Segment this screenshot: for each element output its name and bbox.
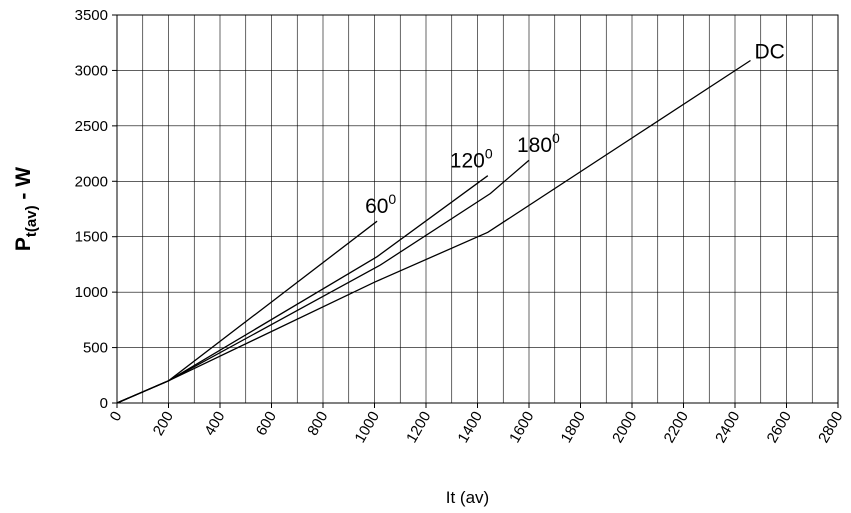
y-tick-label: 1000 — [75, 284, 108, 301]
x-tick-label: 1200 — [403, 409, 434, 446]
series-label-180: 1800 — [517, 130, 560, 157]
y-tick-label: 1500 — [75, 229, 108, 246]
series-line-120 — [116, 175, 489, 404]
series-line-60 — [116, 220, 378, 404]
x-tick-label: 1800 — [558, 409, 589, 446]
x-tick-label: 2200 — [661, 409, 692, 446]
x-tick-label: 1000 — [352, 409, 383, 446]
x-tick-label: 1400 — [455, 409, 486, 446]
x-tick-label: 1600 — [506, 409, 537, 446]
series-label-60: 600 — [365, 191, 396, 218]
y-axis-title-subscript: t(av) — [23, 205, 40, 237]
series-label-120: 1200 — [450, 146, 493, 173]
grid — [116, 14, 839, 404]
series-lines — [116, 59, 751, 404]
series-labels: 600 1200 1800 DC — [365, 40, 785, 218]
x-tick-label: 2800 — [815, 409, 846, 446]
series-label-dc: DC — [754, 40, 784, 63]
y-tick-label: 3000 — [75, 62, 108, 79]
x-tick-label: 600 — [253, 409, 280, 439]
y-axis-title: Pt(av) - W — [12, 167, 40, 251]
y-axis-title-base: P — [12, 237, 35, 251]
x-tick-label: 400 — [201, 409, 228, 439]
x-tick-label: 200 — [150, 409, 177, 439]
x-tick-label: 2400 — [712, 409, 743, 446]
x-tick-label: 800 — [304, 409, 331, 439]
y-axis-title-suffix: - W — [12, 167, 35, 206]
y-tick-label: 2000 — [75, 173, 108, 190]
x-axis-title: It (av) — [446, 488, 489, 507]
x-tick-label: 2600 — [764, 409, 795, 446]
x-tick-label: 2000 — [609, 409, 640, 446]
y-tick-label: 500 — [83, 340, 108, 357]
x-tick-label: 0 — [107, 409, 126, 425]
y-tick-label: 2500 — [75, 118, 108, 135]
y-tick-label: 0 — [100, 395, 108, 412]
y-tick-label: 3500 — [75, 7, 108, 24]
series-line-dc — [116, 59, 751, 404]
